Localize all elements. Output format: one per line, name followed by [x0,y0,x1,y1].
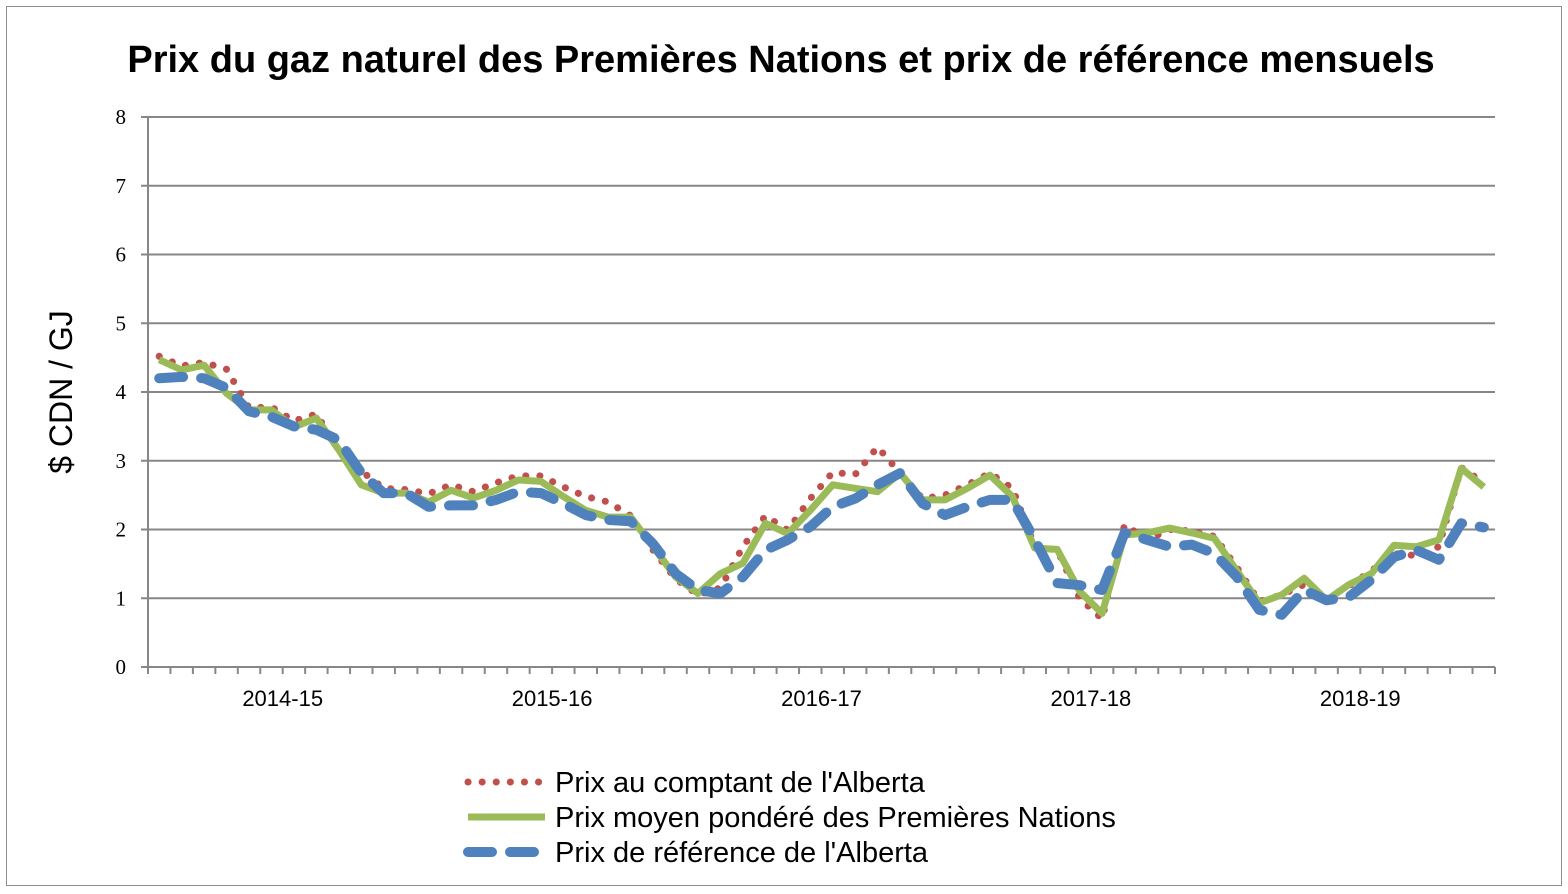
y-tick-label: 2 [116,518,127,542]
y-tick-label: 3 [116,449,127,473]
chart-title: Prix du gaz naturel des Premières Nation… [127,39,1434,81]
y-tick-label: 0 [116,655,127,679]
x-tick-label: 2015-16 [512,686,593,711]
gridlines [148,116,1495,600]
series-lines [154,352,1489,623]
series-line-dotted [155,352,1488,623]
y-tick-label: 1 [116,586,127,610]
series-line-dashed [154,371,1489,620]
chart-frame [6,6,1562,886]
legend-label: Prix moyen pondéré des Premières Nations [555,802,1116,834]
axes: 0 1 2 3 4 5 6 7 8 2014-15 2015-16 2016-17 2017-18 201… [116,105,1496,711]
legend-label: Prix au comptant de l'Alberta [555,767,926,799]
y-tick-label: 8 [116,105,127,129]
y-tick-label: 7 [116,174,127,198]
y-tick-label: 6 [116,243,127,267]
y-axis-label: $ CDN / GJ [43,310,79,474]
x-tick-label: 2017-18 [1051,686,1132,711]
x-tick-label: 2014-15 [242,686,323,711]
legend-label: Prix de référence de l'Alberta [555,837,929,869]
x-tick-label: 2016-17 [781,686,862,711]
x-tick-label: 2018-19 [1320,686,1401,711]
y-tick-label: 5 [116,311,127,335]
y-tick-label: 4 [116,380,127,404]
